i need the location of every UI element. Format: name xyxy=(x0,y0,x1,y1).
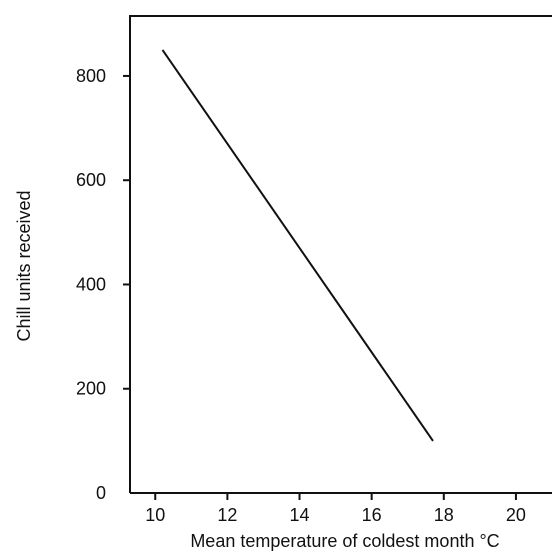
x-tick-label: 12 xyxy=(217,505,237,525)
x-tick-label: 20 xyxy=(506,505,526,525)
x-axis-ticks: 10 12 14 16 18 20 xyxy=(145,493,526,525)
x-axis-title: Mean temperature of coldest month °C xyxy=(190,531,499,551)
x-tick-label: 10 xyxy=(145,505,165,525)
y-tick-label: 800 xyxy=(76,66,106,86)
y-tick-label: 600 xyxy=(76,170,106,190)
y-tick-label: 0 xyxy=(96,483,106,503)
series-layer xyxy=(161,49,434,442)
series-line xyxy=(161,49,434,442)
y-tick-label: 200 xyxy=(76,379,106,399)
y-axis-title: Chill units received xyxy=(14,190,34,341)
y-tick-label: 400 xyxy=(76,274,106,294)
plot-frame xyxy=(129,15,552,493)
x-tick-label: 14 xyxy=(290,505,310,525)
y-axis-ticks: 0 200 400 600 800 xyxy=(76,66,130,503)
x-tick-label: 18 xyxy=(434,505,454,525)
x-tick-label: 16 xyxy=(362,505,382,525)
plot-area xyxy=(129,15,552,494)
